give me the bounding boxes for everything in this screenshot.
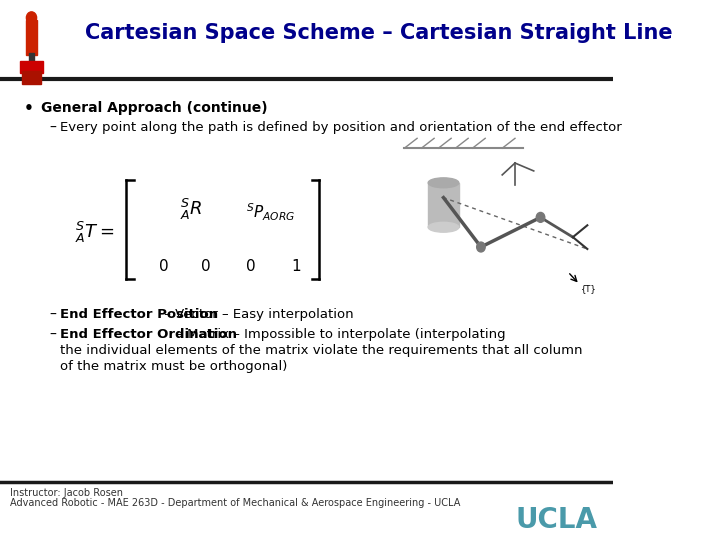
Text: 0: 0 [158,259,168,274]
Circle shape [477,242,485,252]
Text: General Approach (continue): General Approach (continue) [41,101,268,115]
Text: •: • [24,101,34,116]
Text: the individual elements of the matrix violate the requirements that all column: the individual elements of the matrix vi… [60,344,582,357]
Bar [428,183,459,227]
Text: End Effector Ordination: End Effector Ordination [60,328,237,341]
Bar [29,53,34,63]
Text: – Matrix – Impossible to interpolate (interpolating: – Matrix – Impossible to interpolate (in… [172,328,505,341]
Text: ${}^{S}P_{AORG}$: ${}^{S}P_{AORG}$ [246,202,295,223]
Text: 1: 1 [292,259,301,274]
Circle shape [27,12,37,24]
Ellipse shape [428,222,459,232]
Text: UCLA: UCLA [516,506,598,534]
Text: –: – [50,120,56,134]
Bar [22,71,41,84]
Bar [20,61,42,73]
Text: –: – [50,308,56,322]
Text: of the matrix must be orthogonal): of the matrix must be orthogonal) [60,360,287,373]
Text: End Effector Position: End Effector Position [60,308,217,321]
Text: 0: 0 [201,259,211,274]
Text: Advanced Robotic - MAE 263D - Department of Mechanical & Aerospace Engineering -: Advanced Robotic - MAE 263D - Department… [10,498,461,508]
Circle shape [536,212,545,222]
Text: Cartesian Space Scheme – Cartesian Straight Line: Cartesian Space Scheme – Cartesian Strai… [85,23,672,43]
Text: {T}: {T} [581,284,597,293]
Text: Every point along the path is defined by position and orientation of the end eff: Every point along the path is defined by… [60,120,621,133]
Text: 0: 0 [246,259,256,274]
Text: ${}^{S}_{A}T=$: ${}^{S}_{A}T=$ [75,220,114,245]
Ellipse shape [428,178,459,188]
Text: – Vector – Easy interpolation: – Vector – Easy interpolation [160,308,354,321]
Text: Instructor: Jacob Rosen: Instructor: Jacob Rosen [10,488,123,498]
Text: –: – [50,328,56,342]
Bar [25,20,37,55]
Text: ${}^{S}_{A}R$: ${}^{S}_{A}R$ [180,197,203,222]
